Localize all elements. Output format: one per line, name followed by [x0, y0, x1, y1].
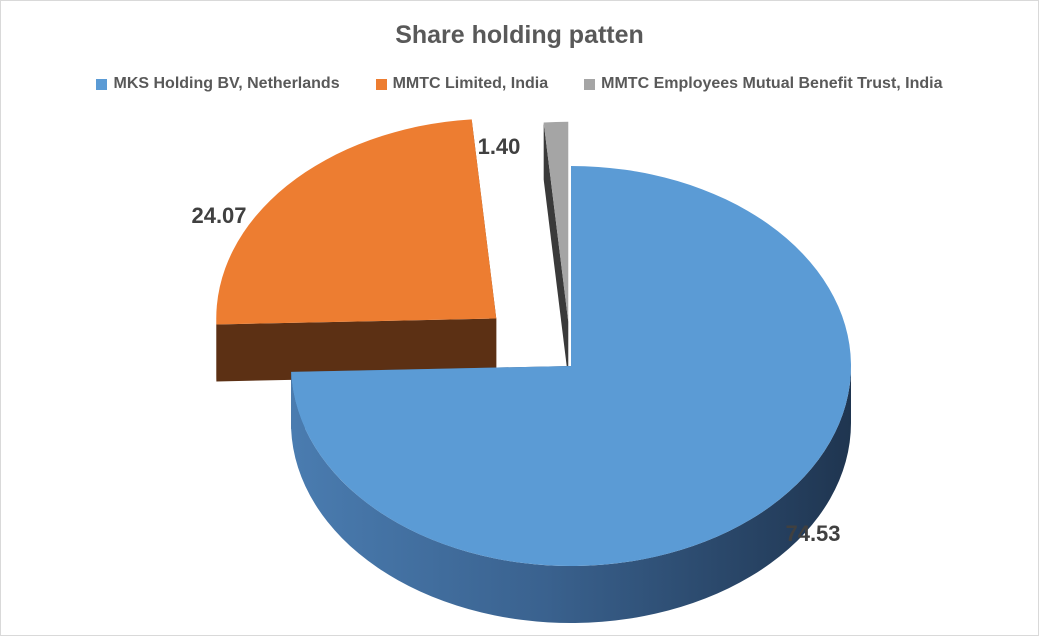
pie-slice-mks-top	[291, 166, 851, 566]
data-label-trust: 1.40	[478, 134, 521, 159]
pie-slice-mmtc-top	[216, 119, 497, 325]
pie-slice-trust-top	[543, 121, 569, 322]
pie-slice-mmtc-wall-0	[216, 318, 497, 382]
pie-slice-mks	[291, 166, 851, 624]
legend-label-trust: MMTC Employees Mutual Benefit Trust, Ind…	[601, 75, 943, 92]
legend-label-mmtc: MMTC Limited, India	[392, 75, 549, 92]
data-label-mks: 74.53	[785, 521, 840, 546]
legend-label-mks: MKS Holding BV, Netherlands	[113, 75, 340, 92]
legend-swatch-mmtc	[375, 78, 387, 90]
pie-slice-mmtc	[216, 119, 497, 382]
chart-title: Share holding patten	[395, 21, 644, 49]
legend: MKS Holding BV, Netherlands MMTC Limited…	[1, 75, 1038, 93]
data-label-mmtc: 24.07	[191, 203, 246, 228]
pie-slice-trust	[543, 121, 569, 379]
legend-swatch-trust	[584, 78, 596, 90]
pie-slice-mks-rim	[291, 366, 851, 624]
legend-swatch-mks	[96, 78, 108, 90]
pie-slice-trust-wall-0	[543, 122, 569, 379]
legend-item-mks: MKS Holding BV, Netherlands	[96, 75, 340, 93]
legend-item-trust: MMTC Employees Mutual Benefit Trust, Ind…	[584, 75, 943, 93]
legend-item-mmtc: MMTC Limited, India	[375, 75, 549, 93]
